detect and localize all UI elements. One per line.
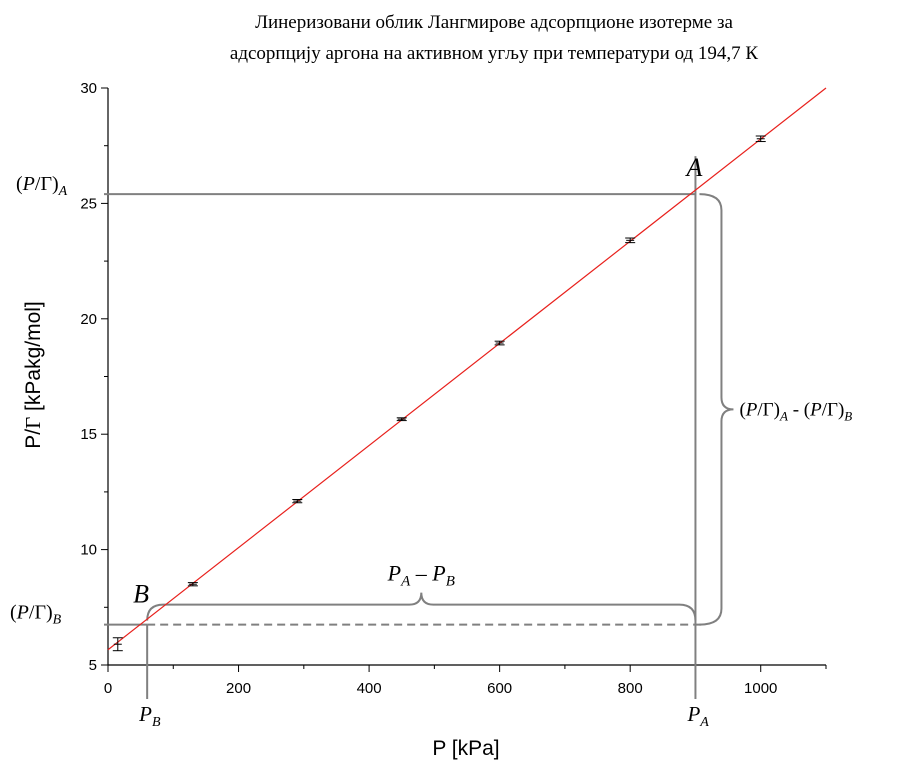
fit-line <box>107 87 827 651</box>
y-tick-label: 20 <box>80 311 97 328</box>
pa-minus-pb-label: PA – PB <box>387 561 455 590</box>
point-b-label: B <box>133 580 149 609</box>
x-axis-title: P [kPa] <box>432 737 499 760</box>
y-axis-title: P/Γ [kPakg/mol] <box>21 301 45 449</box>
vertical-brace <box>699 193 734 626</box>
data-point <box>625 237 636 244</box>
data-point <box>292 499 303 504</box>
p-gamma-difference-label: (P/Γ)A - (P/Γ)B <box>739 399 852 423</box>
horizontal-brace <box>146 592 697 621</box>
p-gamma-b-label: (P/Γ)B <box>10 602 62 628</box>
data-points <box>112 135 766 652</box>
pb-label: PB <box>138 702 161 730</box>
data-point <box>187 582 198 587</box>
axes: 0 200 400 600 800 1000 5 10 15 20 25 30 <box>80 80 827 697</box>
p-gamma-a-label: (P/Γ)A <box>16 173 68 199</box>
y-tick-label: 15 <box>80 426 97 443</box>
y-tick-label: 25 <box>80 195 97 212</box>
x-tick-label: 600 <box>487 680 512 697</box>
chart-title-line-1: Линеризовани облик Лангмирове адсорпцион… <box>255 12 733 33</box>
x-tick-label: 400 <box>357 680 382 697</box>
data-point <box>755 135 766 143</box>
y-tick-label: 5 <box>89 657 97 674</box>
data-point <box>396 417 407 422</box>
guide-lines <box>104 156 734 699</box>
pa-label: PA <box>686 702 709 730</box>
x-tick-label: 1000 <box>744 680 777 697</box>
point-a-label: A <box>684 153 702 182</box>
x-tick-label: 200 <box>226 680 251 697</box>
fit-line-group <box>107 87 827 651</box>
x-tick-label: 0 <box>104 680 112 697</box>
data-point <box>112 637 123 652</box>
y-tick-label: 10 <box>80 542 97 559</box>
chart-title-line-2: адсорпцију аргона на активном угљу при т… <box>230 43 759 64</box>
x-tick-label: 800 <box>618 680 643 697</box>
y-tick-label: 30 <box>80 80 97 97</box>
data-point <box>494 340 505 346</box>
